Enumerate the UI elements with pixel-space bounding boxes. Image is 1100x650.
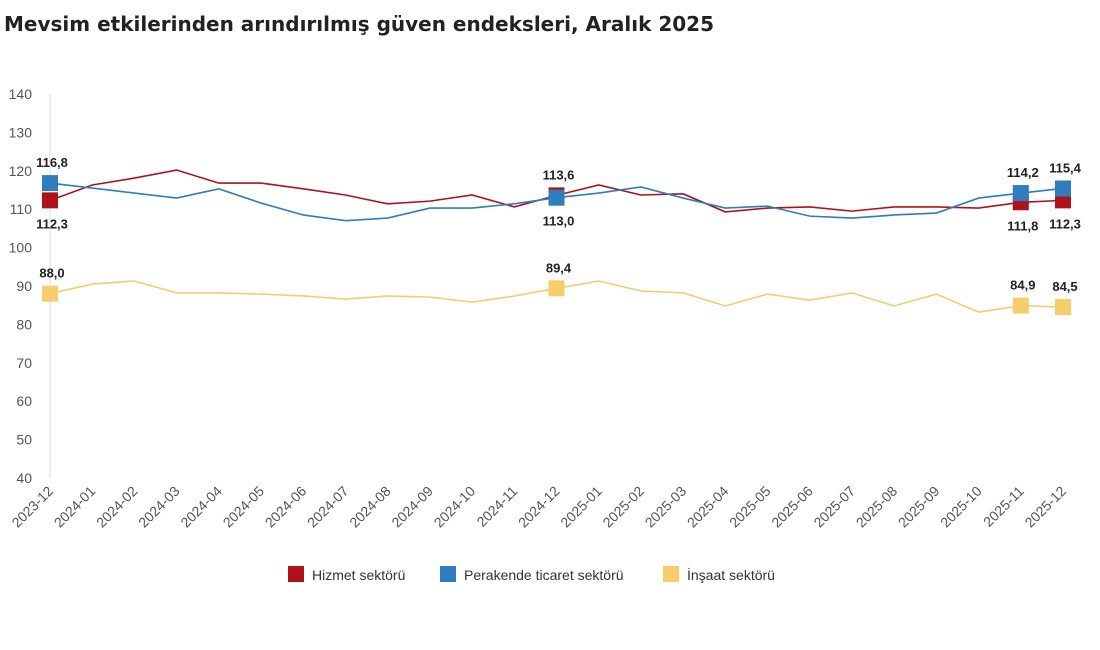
y-tick-label: 140	[9, 86, 33, 102]
x-tick-label: 2024-04	[177, 483, 225, 531]
data-marker	[548, 189, 565, 206]
legend-label: Perakende ticaret sektörü	[464, 567, 624, 583]
x-tick-label: 2025-03	[642, 483, 690, 531]
data-label: 111,8	[1007, 218, 1038, 233]
data-marker	[1012, 297, 1029, 314]
x-tick-label: 2025-01	[557, 483, 605, 531]
x-tick-label: 2024-05	[220, 483, 268, 531]
data-label: 115,4	[1049, 160, 1082, 175]
y-tick-label: 80	[16, 316, 32, 332]
x-tick-label: 2025-10	[937, 483, 985, 531]
data-marker	[42, 175, 58, 192]
y-tick-label: 40	[16, 470, 32, 486]
y-tick-label: 90	[16, 278, 32, 294]
x-tick-label: 2024-07	[304, 483, 352, 531]
data-label: 88,0	[39, 266, 64, 281]
data-label: 89,4	[546, 260, 572, 275]
chart-title: Mevsim etkilerinden arındırılmış güven e…	[4, 12, 714, 36]
x-tick-label: 2024-10	[431, 483, 479, 531]
data-label: 84,5	[1052, 279, 1077, 294]
data-marker	[42, 192, 58, 209]
legend-label: İnşaat sektörü	[687, 566, 775, 583]
data-label: 84,9	[1010, 278, 1035, 293]
data-label: 113,0	[543, 214, 575, 229]
x-tick-label: 2024-06	[262, 483, 310, 531]
x-tick-label: 2024-09	[388, 483, 436, 531]
y-tick-label: 110	[10, 201, 33, 217]
x-tick-label: 2025-11	[980, 483, 1027, 530]
data-marker	[548, 280, 565, 297]
data-label: 112,3	[36, 216, 68, 231]
legend-swatch	[663, 566, 679, 582]
data-label: 112,3	[1049, 216, 1081, 231]
x-tick-label: 2024-03	[135, 483, 183, 531]
x-tick-label: 2023-12	[8, 483, 56, 531]
data-marker	[1012, 185, 1029, 202]
x-tick-label: 2025-08	[853, 483, 901, 531]
data-marker	[42, 285, 58, 302]
data-label: 113,6	[543, 167, 575, 182]
x-tick-label: 2025-06	[768, 483, 816, 531]
data-label: 114,2	[1007, 165, 1039, 180]
data-marker	[1055, 299, 1071, 316]
data-label: 116,8	[36, 155, 68, 170]
x-tick-label: 2024-11	[474, 483, 521, 530]
x-tick-label: 2025-04	[684, 483, 732, 531]
data-marker	[1055, 180, 1071, 197]
y-tick-label: 130	[9, 124, 33, 140]
x-tick-label: 2025-09	[895, 483, 943, 531]
x-tick-label: 2025-05	[726, 483, 774, 531]
legend-swatch	[288, 566, 304, 582]
x-tick-label: 2025-12	[1021, 483, 1069, 531]
y-tick-label: 120	[9, 163, 33, 179]
x-tick-label: 2025-02	[599, 483, 647, 531]
x-tick-label: 2024-02	[93, 483, 141, 531]
x-tick-label: 2024-01	[51, 483, 99, 531]
legend-swatch	[440, 566, 456, 582]
legend-label: Hizmet sektörü	[312, 567, 405, 583]
x-tick-label: 2025-07	[810, 483, 858, 531]
y-tick-label: 70	[16, 355, 32, 371]
x-tick-label: 2024-08	[346, 483, 394, 531]
y-tick-label: 60	[16, 393, 32, 409]
x-tick-label: 2024-12	[515, 483, 563, 531]
y-tick-label: 100	[9, 240, 33, 256]
y-tick-label: 50	[16, 432, 32, 448]
